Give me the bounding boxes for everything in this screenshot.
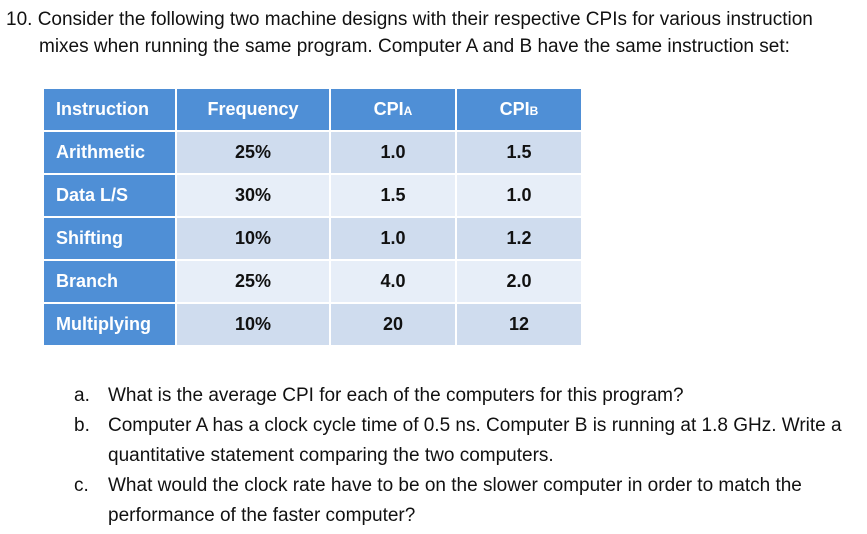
header-cpi-b: CPIB — [455, 87, 583, 132]
question-text: 10. Consider the following two machine d… — [6, 6, 846, 60]
row-cpi-a: 1.0 — [329, 216, 457, 261]
subquestion-marker: a. — [74, 385, 90, 406]
header-cpi-b-sub: B — [529, 104, 539, 118]
row-cpi-b: 1.0 — [455, 173, 583, 218]
subquestion-marker: b. — [74, 415, 90, 436]
row-cpi-b: 2.0 — [455, 259, 583, 304]
table-row: Shifting 10% 1.0 1.2 — [42, 216, 583, 261]
subquestion-text: Computer A has a clock cycle time of 0.5… — [108, 415, 842, 466]
row-instruction: Shifting — [42, 216, 177, 261]
subquestion-b: b. Computer A has a clock cycle time of … — [74, 411, 854, 471]
row-frequency: 10% — [175, 302, 331, 347]
row-frequency: 25% — [175, 130, 331, 175]
table-row: Arithmetic 25% 1.0 1.5 — [42, 130, 583, 175]
question-number: 10. — [6, 9, 33, 30]
subquestion-text: What would the clock rate have to be on … — [108, 475, 802, 526]
row-instruction: Data L/S — [42, 173, 177, 218]
table-header-row: Instruction Frequency CPIA CPIB — [42, 87, 583, 132]
header-frequency: Frequency — [175, 87, 331, 132]
subquestion-a: a. What is the average CPI for each of t… — [74, 381, 854, 411]
row-frequency: 25% — [175, 259, 331, 304]
header-cpi-a-main: CPI — [373, 99, 404, 119]
header-cpi-b-main: CPI — [499, 99, 530, 119]
cpi-table: Instruction Frequency CPIA CPIB Arithmet… — [42, 87, 583, 347]
row-cpi-b: 1.2 — [455, 216, 583, 261]
question-line-1-text: Consider the following two machine desig… — [37, 9, 813, 30]
header-instruction: Instruction — [42, 87, 177, 132]
row-instruction: Arithmetic — [42, 130, 177, 175]
row-cpi-a: 1.5 — [329, 173, 457, 218]
row-instruction: Multiplying — [42, 302, 177, 347]
subquestion-text: What is the average CPI for each of the … — [108, 385, 684, 406]
table-row: Data L/S 30% 1.5 1.0 — [42, 173, 583, 218]
subquestion-marker: c. — [74, 475, 89, 496]
row-frequency: 30% — [175, 173, 331, 218]
table-row: Branch 25% 4.0 2.0 — [42, 259, 583, 304]
row-cpi-b: 1.5 — [455, 130, 583, 175]
row-cpi-a: 20 — [329, 302, 457, 347]
table-row: Multiplying 10% 20 12 — [42, 302, 583, 347]
header-cpi-a: CPIA — [329, 87, 457, 132]
row-cpi-a: 4.0 — [329, 259, 457, 304]
question-line-1: 10. Consider the following two machine d… — [6, 6, 846, 33]
subquestion-c: c. What would the clock rate have to be … — [74, 471, 854, 531]
row-frequency: 10% — [175, 216, 331, 261]
header-cpi-a-sub: A — [403, 104, 413, 118]
row-instruction: Branch — [42, 259, 177, 304]
subquestion-list: a. What is the average CPI for each of t… — [74, 381, 854, 531]
row-cpi-a: 1.0 — [329, 130, 457, 175]
question-line-2: mixes when running the same program. Com… — [39, 36, 790, 57]
row-cpi-b: 12 — [455, 302, 583, 347]
